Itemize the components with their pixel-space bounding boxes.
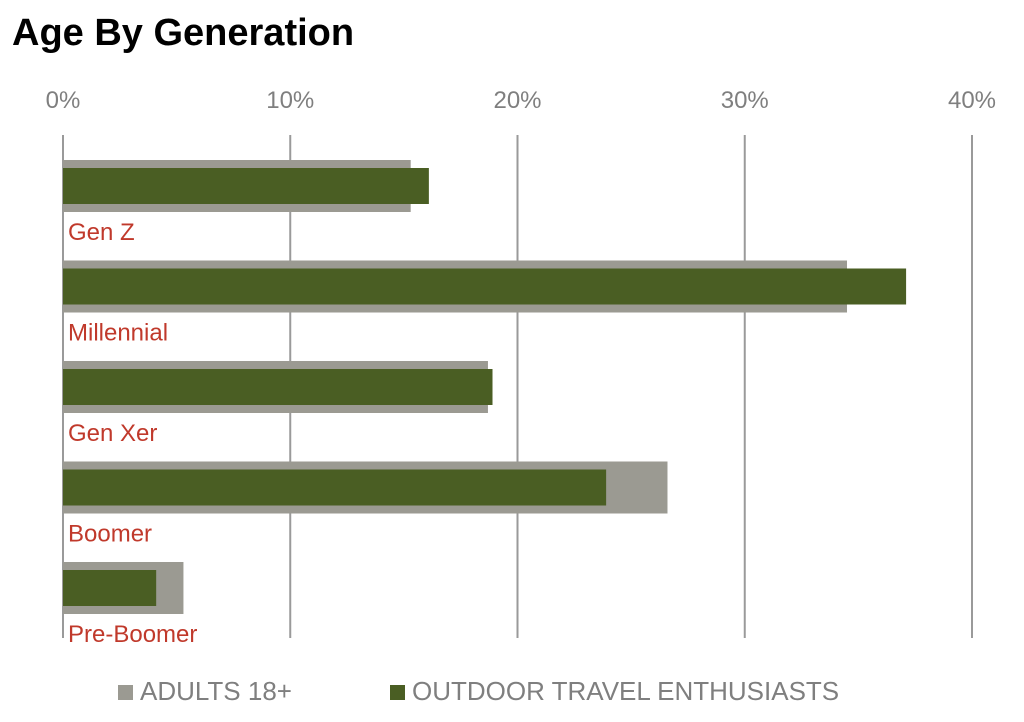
category-label: Boomer (68, 521, 152, 548)
category-label: Pre-Boomer (68, 621, 197, 648)
x-tick-label: 40% (948, 87, 996, 114)
category-label: Gen Z (68, 219, 135, 246)
bar-outdoor-travel-enthusiasts (63, 168, 429, 204)
bars (63, 160, 907, 614)
x-tick-label: 0% (46, 87, 81, 114)
x-axis-tick-labels: 0% 10% 20% 30% 40% (46, 87, 996, 114)
x-tick-label: 30% (721, 87, 769, 114)
bar-outdoor-travel-enthusiasts (63, 369, 493, 405)
legend-label: ADULTS 18+ (140, 676, 292, 706)
legend-swatch (118, 685, 133, 700)
category-label: Gen Xer (68, 420, 157, 447)
bar-outdoor-travel-enthusiasts (63, 570, 157, 606)
category-label: Millennial (68, 320, 168, 347)
legend-swatch (390, 685, 405, 700)
category-labels: Gen Z Millennial Gen Xer Boomer Pre-Boomer (68, 219, 197, 648)
legend-label: OUTDOOR TRAVEL ENTHUSIASTS (412, 676, 839, 706)
bar-outdoor-travel-enthusiasts (63, 268, 907, 305)
x-tick-label: 10% (266, 87, 314, 114)
x-tick-label: 20% (493, 87, 541, 114)
bar-outdoor-travel-enthusiasts (63, 469, 607, 506)
legend: ADULTS 18+ OUTDOOR TRAVEL ENTHUSIASTS (118, 676, 839, 706)
chart-title: Age By Generation (12, 12, 355, 54)
